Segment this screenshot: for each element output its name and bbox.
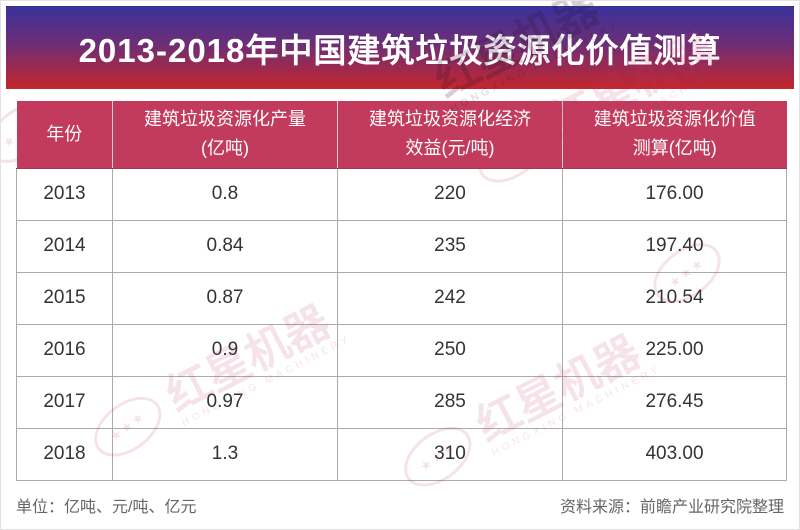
table-row: 2017 0.97 285 276.45 [16, 375, 787, 429]
column-header: 年份 [16, 101, 113, 169]
table-cell: 1.3 [112, 427, 338, 481]
table-cell: 176.00 [562, 167, 787, 221]
units-note: 单位：亿吨、元/吨、亿元 [16, 499, 197, 516]
data-table: 年份 建筑垃圾资源化产量 (亿吨) 建筑垃圾资源化经济 效益(元/吨) 建筑垃圾资源化… [16, 101, 787, 481]
table-cell: 2017 [16, 375, 113, 429]
table-body: 2013 0.8 220 176.00 2014 0.84 235 197.40 2015 0.8… [16, 167, 787, 481]
table-cell: 250 [337, 323, 563, 377]
table-cell: 0.87 [112, 271, 338, 325]
column-header: 建筑垃圾资源化经济 效益(元/吨) [337, 101, 563, 169]
title-banner: 2013-2018年中国建筑垃圾资源化价值测算 [6, 6, 794, 89]
table-cell: 2013 [16, 167, 113, 221]
table-cell: 2014 [16, 219, 113, 273]
table-cell: 242 [337, 271, 563, 325]
table-cell: 235 [337, 219, 563, 273]
table-cell: 197.40 [562, 219, 787, 273]
column-header: 建筑垃圾资源化产量 (亿吨) [112, 101, 338, 169]
table-cell: 2016 [16, 323, 113, 377]
footer: 单位：亿吨、元/吨、亿元 资料来源：前瞻产业研究院整理 [16, 493, 784, 517]
table-row: 2015 0.87 242 210.54 [16, 271, 787, 325]
table-cell: 210.54 [562, 271, 787, 325]
table-cell: 276.45 [562, 375, 787, 429]
table-cell: 0.9 [112, 323, 338, 377]
table-cell: 403.00 [562, 427, 787, 481]
table-cell: 285 [337, 375, 563, 429]
table-cell: 225.00 [562, 323, 787, 377]
table-cell: 310 [337, 427, 563, 481]
table-row: 2018 1.3 310 403.00 [16, 427, 787, 481]
page-title: 2013-2018年中国建筑垃圾资源化价值测算 [78, 31, 722, 69]
table-row: 2014 0.84 235 197.40 [16, 219, 787, 273]
table-cell: 220 [337, 167, 563, 221]
table-header: 年份 建筑垃圾资源化产量 (亿吨) 建筑垃圾资源化经济 效益(元/吨) 建筑垃圾资源化… [16, 101, 787, 169]
table-cell: 2018 [16, 427, 113, 481]
table-row: 2013 0.8 220 176.00 [16, 167, 787, 221]
table-header-row: 年份 建筑垃圾资源化产量 (亿吨) 建筑垃圾资源化经济 效益(元/吨) 建筑垃圾资源化… [16, 101, 787, 169]
source-note: 资料来源：前瞻产业研究院整理 [559, 499, 784, 516]
table-cell: 0.97 [112, 375, 338, 429]
table-cell: 0.84 [112, 219, 338, 273]
table-cell: 0.8 [112, 167, 338, 221]
table-cell: 2015 [16, 271, 113, 325]
table-row: 2016 0.9 250 225.00 [16, 323, 787, 377]
column-header: 建筑垃圾资源化价值 测算(亿吨) [562, 101, 787, 169]
